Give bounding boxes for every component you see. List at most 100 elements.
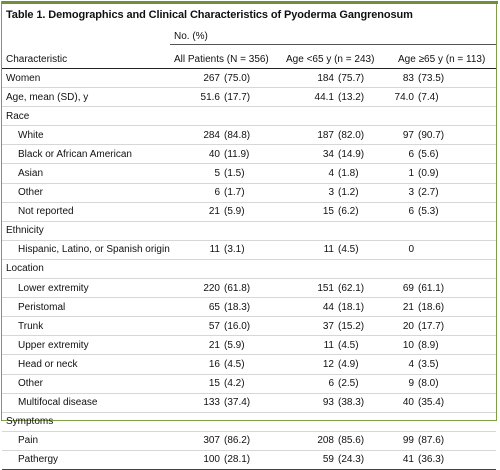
cell-percent: (24.3): [338, 454, 365, 466]
cell-c3: [394, 259, 497, 280]
cell-c2: 3 (1.2): [282, 183, 394, 203]
cell-percent: (17.7): [418, 320, 445, 332]
table-row: White 284 (84.8) 187 (82.0) 97 (90.7): [2, 125, 497, 146]
cell-percent: (14.9): [338, 148, 365, 160]
cell-c2: 93 (38.3): [282, 393, 394, 413]
cell-percent: (8.9): [418, 339, 439, 351]
cell-count: 34: [322, 148, 334, 160]
cell-percent: (18.3): [224, 301, 251, 313]
cell-percent: (38.3): [338, 397, 365, 409]
cell-percent: (61.8): [224, 282, 251, 294]
section-label: Symptoms: [2, 412, 170, 432]
cell-count: 21: [208, 206, 220, 218]
cell-c3: 10 (8.9): [394, 335, 497, 356]
cell-percent: (84.8): [224, 129, 251, 141]
cell-c3: 3 (2.7): [394, 183, 497, 203]
row-label: Not reported: [2, 202, 170, 222]
cell-c2: 11 (4.5): [282, 335, 394, 356]
cell-percent: (3.5): [418, 358, 439, 370]
row-label: Pathergy: [2, 450, 170, 470]
cell-c3: 6 (5.6): [394, 144, 497, 165]
cell-percent: (8.0): [418, 378, 439, 390]
cell-percent: (0.9): [418, 168, 439, 180]
cell-percent: (86.2): [224, 435, 251, 447]
table-row: Other 6 (1.7) 3 (1.2) 3 (2.7): [2, 183, 497, 203]
cell-count: 12: [322, 358, 334, 370]
cell-percent: (75.7): [338, 72, 365, 84]
cell-count: 4: [408, 358, 414, 370]
cell-percent: (11.9): [224, 148, 250, 160]
table-row: Women 267 (75.0) 184 (75.7) 83 (73.5): [2, 68, 497, 89]
cell-c1: 6 (1.7): [170, 183, 282, 203]
row-label: Age, mean (SD), y: [2, 87, 170, 108]
cell-c1: 284 (84.8): [170, 125, 282, 146]
row-label: Other: [2, 374, 170, 394]
cell-count: 74.0: [394, 91, 414, 103]
cell-count: 284: [203, 129, 220, 141]
cell-count: 37: [322, 320, 334, 332]
row-label: Peristomal: [2, 297, 170, 318]
cell-percent: (5.9): [224, 206, 245, 218]
cell-count: 220: [203, 282, 220, 294]
cell-percent: (28.1): [224, 454, 251, 466]
cell-c3: 6 (5.3): [394, 202, 497, 222]
title-accent-bar: [2, 1, 498, 4]
cell-count: 57: [208, 320, 220, 332]
cell-count: 40: [402, 397, 414, 409]
cell-percent: (82.0): [338, 129, 365, 141]
section-row: Ethnicity: [2, 221, 497, 241]
row-label: Lower extremity: [2, 278, 170, 299]
cell-count: 208: [317, 435, 334, 447]
table-body: Women 267 (75.0) 184 (75.7) 83 (73.5) Age, mean…: [2, 68, 497, 470]
cell-count: 44.1: [314, 91, 334, 103]
table-row: Lower extremity 220 (61.8) 151 (62.1) 69 (61.1…: [2, 278, 497, 299]
cell-c3: 99 (87.6): [394, 431, 497, 451]
cell-count: 40: [208, 148, 220, 160]
row-label: Multifocal disease: [2, 393, 170, 413]
cell-count: 267: [203, 72, 220, 84]
cell-c1: 21 (5.9): [170, 202, 282, 222]
cell-count: 184: [317, 72, 334, 84]
cell-c1: 21 (5.9): [170, 335, 282, 356]
cell-c1: [170, 259, 282, 280]
cell-count: 44: [322, 301, 334, 313]
cell-count: 97: [402, 129, 414, 141]
cell-c1: [170, 221, 282, 241]
cell-count: 21: [208, 339, 220, 351]
header-age-65-plus: Age ≥65 y (n = 113): [394, 44, 497, 69]
data-table: No. (%) Characteristic All Patients (N =…: [2, 28, 497, 470]
cell-c3: 0: [394, 240, 497, 260]
table-row: Hispanic, Latino, or Spanish origin 11 (3.…: [2, 240, 497, 260]
cell-percent: (4.5): [338, 244, 359, 256]
table-row: Upper extremity 21 (5.9) 11 (4.5) 10 (8.9): [2, 335, 497, 356]
cell-percent: (17.7): [224, 91, 251, 103]
table-row: Other 15 (4.2) 6 (2.5) 9 (8.0): [2, 374, 497, 394]
cell-c1: [170, 412, 282, 432]
cell-percent: (1.2): [338, 187, 359, 199]
cell-percent: (2.5): [338, 378, 359, 390]
cell-c2: [282, 259, 394, 280]
cell-c1: 16 (4.5): [170, 354, 282, 375]
cell-c1: 57 (16.0): [170, 316, 282, 337]
table-row: Trunk 57 (16.0) 37 (15.2) 20 (17.7): [2, 316, 497, 337]
cell-c1: 51.6 (17.7): [170, 87, 282, 108]
cell-percent: (2.7): [418, 187, 439, 199]
cell-c1: [170, 106, 282, 127]
row-label: Women: [2, 68, 170, 89]
cell-c2: 184 (75.7): [282, 68, 394, 89]
cell-count: 6: [408, 206, 414, 218]
cell-count: 93: [322, 397, 334, 409]
header-age-under-65: Age <65 y (n = 243): [282, 44, 394, 69]
cell-c2: [282, 221, 394, 241]
row-label: Upper extremity: [2, 335, 170, 356]
cell-count: 9: [408, 378, 414, 390]
cell-count: 5: [214, 168, 220, 180]
cell-percent: (6.2): [338, 206, 359, 218]
cell-count: 6: [408, 148, 414, 160]
header-characteristic: Characteristic: [2, 44, 170, 69]
cell-percent: (16.0): [224, 320, 251, 332]
cell-percent: (62.1): [338, 282, 365, 294]
cell-percent: (90.7): [418, 129, 445, 141]
row-label: Head or neck: [2, 354, 170, 375]
